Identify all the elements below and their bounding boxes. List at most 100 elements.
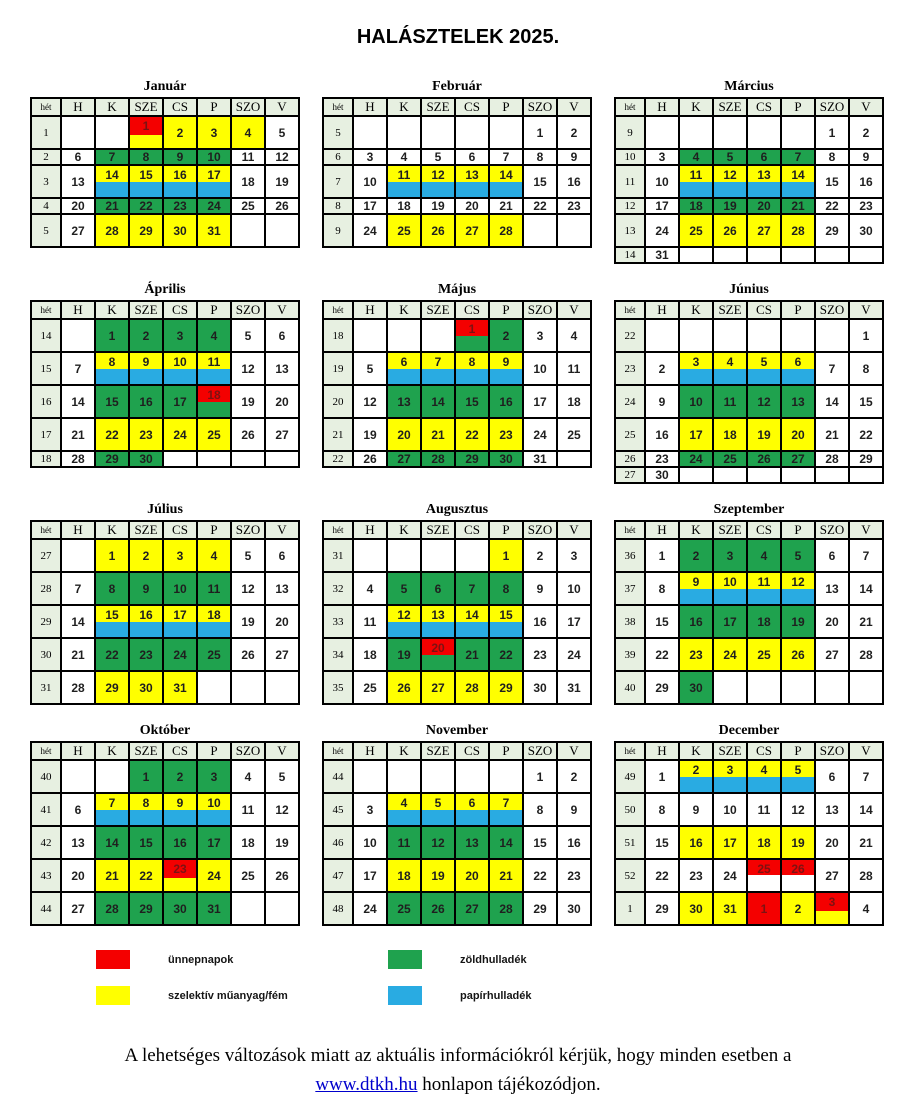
day-cell: 31: [522, 450, 558, 468]
day-cell: 21: [60, 637, 96, 672]
day-cell: 25: [196, 417, 232, 452]
day-cell: 6: [814, 759, 850, 794]
week-row: 29 14 15 16 17 18 19 20: [30, 604, 300, 639]
day-cell: [678, 318, 714, 353]
week-row: 10 3 4 5 6 7 8 9: [614, 148, 884, 166]
legend-label: papírhulladék: [460, 989, 532, 1002]
day-cell: 26: [352, 450, 388, 468]
day-cell: 9: [162, 148, 198, 166]
day-cell: 2: [162, 759, 198, 794]
week-number-cell: 27: [614, 466, 646, 484]
day-cell: 2: [128, 538, 164, 573]
day-cell: 13: [814, 792, 850, 827]
day-cell: [352, 759, 388, 794]
day-cell: 23: [488, 417, 524, 452]
week-row: 8 17 18 19 20 21 22 23: [322, 197, 592, 215]
week-row: 23 2 3 4 5 6 7 8: [614, 351, 884, 386]
day-cell: 19: [230, 604, 266, 639]
day-cell: 4: [386, 148, 422, 166]
week-row: 36 1 2 3 4 5 6 7: [614, 538, 884, 573]
no-cell: [746, 466, 782, 484]
footer-note: A lehetséges változások miatt az aktuáli…: [0, 1041, 916, 1100]
day-cell: 27: [60, 891, 96, 926]
day-header-cell: CS: [746, 97, 782, 117]
week-column-header: hét: [322, 520, 354, 540]
day-cell: 8: [522, 792, 558, 827]
day-cell: 30: [556, 891, 592, 926]
week-row: 13 24 25 26 27 28 29 30: [614, 213, 884, 248]
day-cell: 19: [264, 164, 300, 199]
day-header-cell: CS: [162, 300, 198, 320]
day-cell: 1: [522, 759, 558, 794]
day-cell: [386, 759, 422, 794]
week-number-cell: 23: [614, 351, 646, 386]
page-title: HALÁSZTELEK 2025.: [356, 26, 560, 48]
week-row: 51 15 16 17 18 19 20 21: [614, 825, 884, 860]
week-row: 3 13 14 15 16 17 18 19: [30, 164, 300, 199]
day-cell: 13: [454, 825, 490, 860]
day-header-cell: K: [386, 300, 422, 320]
day-cell: 17: [556, 604, 592, 639]
week-row: 30 21 22 23 24 25 26 27: [30, 637, 300, 672]
calendar-table: hét H K SZE CS P SZO V 36 1 2 3 4 5 6 7 37 8 9 10 11 12 13 14 38…: [614, 520, 884, 705]
day-header-cell: SZE: [420, 741, 456, 761]
month-title: Május: [437, 282, 477, 297]
day-cell: 13: [454, 164, 490, 199]
day-cell: 14: [814, 384, 850, 419]
week-row: 45 3 4 5 6 7 8 9: [322, 792, 592, 827]
day-cell: 9: [128, 571, 164, 606]
day-cell: 27: [454, 891, 490, 926]
day-header-cell: CS: [162, 97, 198, 117]
week-number-cell: 14: [30, 318, 62, 353]
day-cell: 29: [522, 891, 558, 926]
week-row: 18 1 2 3 4: [322, 318, 592, 353]
day-header-cell: SZO: [522, 520, 558, 540]
day-header-cell: SZO: [522, 300, 558, 320]
day-cell: 11: [746, 571, 782, 606]
day-cell: 3: [352, 148, 388, 166]
week-row: 34 18 19 20 21 22 23 24: [322, 637, 592, 672]
day-cell: 15: [814, 164, 850, 199]
no-cell: [746, 246, 782, 264]
day-header-cell: V: [556, 97, 592, 117]
week-column-header: hét: [322, 300, 354, 320]
day-header-cell: K: [386, 97, 422, 117]
day-cell: 10: [352, 825, 388, 860]
day-cell: 20: [420, 637, 456, 672]
day-cell: 30: [162, 213, 198, 248]
week-number-cell: 12: [614, 197, 646, 215]
day-cell: 22: [128, 197, 164, 215]
day-cell: 26: [420, 891, 456, 926]
week-row: 14 1 2 3 4 5 6: [30, 318, 300, 353]
day-header-cell: K: [94, 741, 130, 761]
day-header-cell: SZE: [128, 520, 164, 540]
day-header-cell: SZO: [230, 97, 266, 117]
day-cell: 17: [352, 858, 388, 893]
day-cell: 20: [814, 825, 850, 860]
day-cell: 18: [712, 417, 748, 452]
day-cell: 25: [746, 637, 782, 672]
dtkh-link[interactable]: www.dtkh.hu: [315, 1074, 418, 1096]
day-cell: 5: [264, 115, 300, 150]
week-number-cell: 38: [614, 604, 646, 639]
day-cell: 8: [522, 148, 558, 166]
week-row: 40 29 30: [614, 670, 884, 705]
week-number-cell: 18: [322, 318, 354, 353]
day-cell: 8: [128, 148, 164, 166]
week-row: 18 28 29 30: [30, 450, 300, 468]
day-header-cell: H: [60, 300, 96, 320]
day-cell: 16: [848, 164, 884, 199]
day-cell: 24: [196, 197, 232, 215]
week-row: 40 1 2 3 4 5: [30, 759, 300, 794]
day-cell: 7: [420, 351, 456, 386]
day-cell: 19: [780, 604, 816, 639]
day-cell: 18: [556, 384, 592, 419]
day-cell: 19: [780, 825, 816, 860]
no-cell: [230, 450, 266, 468]
day-cell: 18: [230, 164, 266, 199]
no-cell: [522, 213, 558, 248]
day-header-cell: H: [352, 97, 388, 117]
day-cell: 3: [162, 318, 198, 353]
day-cell: 17: [162, 384, 198, 419]
day-cell: 22: [128, 858, 164, 893]
